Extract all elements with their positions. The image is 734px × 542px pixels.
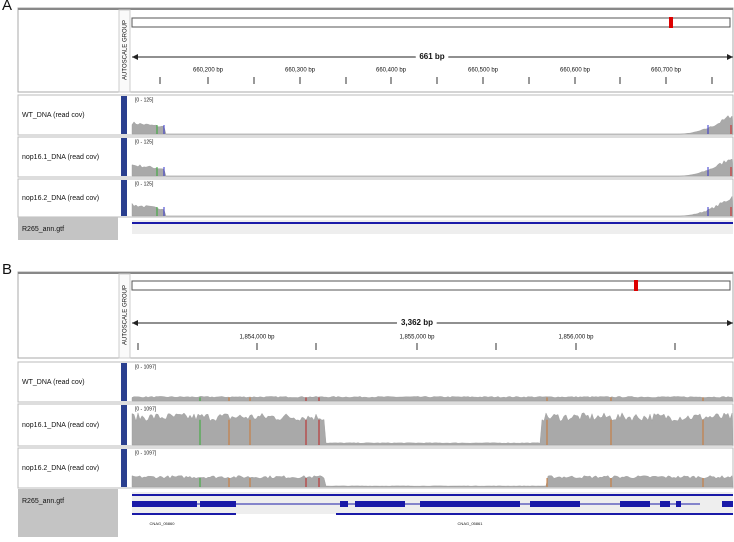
autoscale-col <box>118 9 131 93</box>
track-frame <box>17 361 734 403</box>
gene-label: CNAG_05861 <box>458 521 484 526</box>
track-name: nop16.1_DNA (read cov) <box>22 154 99 161</box>
exon <box>420 501 520 507</box>
exon <box>132 501 197 507</box>
track-name: nop16.2_DNA (read cov) <box>22 195 99 202</box>
track-name: nop16.2_DNA (read cov) <box>22 465 99 472</box>
exon <box>620 501 650 507</box>
exon <box>660 501 670 507</box>
coverage <box>131 412 734 446</box>
ideogram <box>131 280 731 291</box>
ruler-label: 660,600 bp <box>560 68 591 74</box>
panel-label: A <box>2 0 12 14</box>
track-color-bar <box>121 180 127 216</box>
track-color-bar <box>121 96 127 134</box>
exon <box>530 501 580 507</box>
track-color-bar <box>121 405 127 445</box>
track-range: [0 - 125] <box>135 139 154 145</box>
exon <box>200 501 236 507</box>
coverage <box>131 195 734 217</box>
ideogram <box>131 17 731 28</box>
track-range: [0 - 125] <box>135 181 154 187</box>
track-color-bar <box>121 449 127 487</box>
track-range: [0 - 1097] <box>135 406 157 412</box>
ruler-label: 1,855,000 bp <box>399 335 435 341</box>
span-label: 661 bp <box>419 52 444 61</box>
annotation-name: R265_ann.gtf <box>22 226 64 233</box>
span-label: 3,362 bp <box>401 318 433 327</box>
track-name: WT_DNA (read cov) <box>22 112 85 119</box>
coverage <box>131 396 734 402</box>
track-name: nop16.1_DNA (read cov) <box>22 422 99 429</box>
ideogram-marker <box>669 17 673 28</box>
annotation-bg <box>18 217 118 240</box>
panel-label: B <box>2 261 12 278</box>
annotation-bg <box>18 489 118 537</box>
track-name: WT_DNA (read cov) <box>22 379 85 386</box>
track-color-bar <box>121 363 127 401</box>
ruler-label: 1,856,000 bp <box>558 335 594 341</box>
ruler-label: 660,700 bp <box>651 68 682 74</box>
exon <box>355 501 405 507</box>
ruler-label: 660,500 bp <box>468 68 499 74</box>
track-color-bar <box>121 138 127 176</box>
coverage <box>131 115 734 135</box>
track-range: [0 - 125] <box>135 97 154 103</box>
ruler-label: 660,300 bp <box>285 68 316 74</box>
track-range: [0 - 1097] <box>135 450 157 456</box>
exon <box>722 501 733 507</box>
exon <box>676 501 681 507</box>
panel: A AUTOSCALE GROUP 661 bp 660,200 bp 660,300 … <box>2 0 734 240</box>
ruler-label: 660,200 bp <box>193 68 224 74</box>
ruler-label: 1,854,000 bp <box>239 335 275 341</box>
autoscale-label: AUTOSCALE GROUP <box>123 285 129 345</box>
annotation-name: R265_ann.gtf <box>22 498 64 505</box>
exon <box>340 501 348 507</box>
ruler-label: 660,400 bp <box>376 68 407 74</box>
ideogram-marker <box>634 280 638 291</box>
autoscale-col <box>118 273 131 359</box>
autoscale-label: AUTOSCALE GROUP <box>123 20 129 80</box>
gene-label: CNAG_05860 <box>150 521 176 526</box>
panel: B AUTOSCALE GROUP 3,362 bp 1,854,000 bp 1,85… <box>2 261 734 537</box>
track-range: [0 - 1097] <box>135 364 157 370</box>
coverage <box>131 475 734 488</box>
coverage <box>131 158 734 177</box>
